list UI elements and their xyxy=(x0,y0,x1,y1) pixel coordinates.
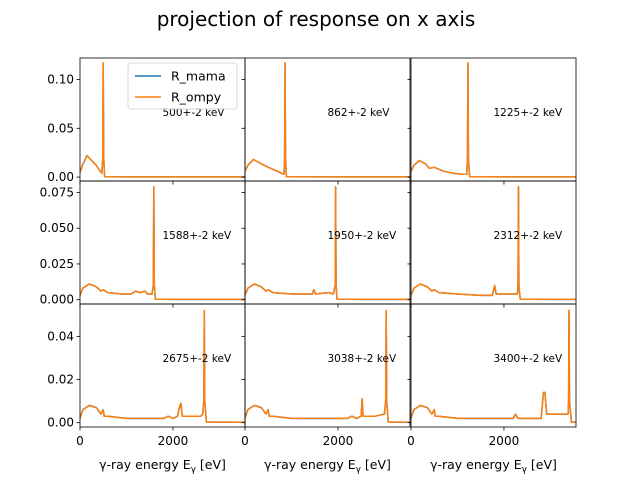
y-tick-label: 0.02 xyxy=(47,373,74,387)
panel-8: 0 2000 3038+-2 keV γ-ray energy Eγ [eV] xyxy=(241,303,411,475)
panel-4: 0.000 0.025 0.050 0.075 1588+-2 keV xyxy=(40,180,246,308)
series-line-r-ompy xyxy=(411,62,576,178)
panel-5: 1950+-2 keV xyxy=(241,180,411,308)
axes-frame xyxy=(244,180,411,305)
series-line-r-mama xyxy=(80,185,245,301)
y-tick-label: 0.000 xyxy=(40,293,74,307)
panel-energy-label: 1588+-2 keV xyxy=(163,230,232,242)
y-tick-label: 0.10 xyxy=(47,72,74,86)
y-tick-label: 0.050 xyxy=(40,221,74,235)
axes-frame xyxy=(244,57,411,182)
panel-energy-label: 1225+-2 keV xyxy=(494,107,563,119)
panel-energy-label: 1950+-2 keV xyxy=(328,230,397,242)
series-line-r-ompy xyxy=(245,309,410,424)
axes-frame xyxy=(79,303,246,428)
axes-frame xyxy=(410,303,577,428)
x-axis-label: γ-ray energy Eγ [eV] xyxy=(264,457,391,475)
series-line-r-mama xyxy=(411,185,576,301)
x-tick-label: 0 xyxy=(241,434,249,448)
series-line-r-mama xyxy=(80,309,245,424)
legend-label: R_mama xyxy=(171,69,226,84)
series-line-r-mama xyxy=(245,185,410,301)
y-tick-label: 0.075 xyxy=(40,185,74,199)
legend: R_mama R_ompy xyxy=(127,62,238,110)
series-line-r-ompy xyxy=(245,62,410,178)
y-tick-label: 0.05 xyxy=(47,121,74,135)
axes-frame xyxy=(79,180,246,305)
figure-title: projection of response on x axis xyxy=(157,7,476,31)
panel-9: 0 2000 3400+-2 keV γ-ray energy Eγ [eV] xyxy=(407,303,577,475)
panel-energy-label: 3038+-2 keV xyxy=(328,353,397,365)
panel-3: 1225+-2 keV xyxy=(407,57,577,185)
panel-energy-label: 862+-2 keV xyxy=(328,107,391,119)
legend-label: R_ompy xyxy=(171,90,222,105)
panel-energy-label: 2675+-2 keV xyxy=(163,353,232,365)
series-line-r-mama xyxy=(411,62,576,178)
y-tick-label: 0.025 xyxy=(40,257,74,271)
series-line-r-mama xyxy=(411,309,576,424)
x-tick-label: 0 xyxy=(76,434,84,448)
series-line-r-ompy xyxy=(80,309,245,424)
panel-energy-label: 2312+-2 keV xyxy=(494,230,563,242)
series-line-r-ompy xyxy=(80,185,245,301)
series-line-r-ompy xyxy=(411,309,576,424)
x-tick-label: 2000 xyxy=(489,434,520,448)
panel-7: 0.00 0.02 0.04 0 2000 2675+-2 keV γ-ray energy… xyxy=(47,303,246,475)
x-tick-label: 2000 xyxy=(323,434,354,448)
series-line-r-ompy xyxy=(411,185,576,301)
axes-frame xyxy=(410,180,577,305)
series-line-r-ompy xyxy=(245,185,410,301)
panel-1: 0.00 0.05 0.10 500+-2 keV xyxy=(47,57,246,185)
series-line-r-mama xyxy=(245,62,410,178)
panel-6: 2312+-2 keV xyxy=(407,180,577,308)
x-tick-label: 2000 xyxy=(158,434,189,448)
x-tick-label: 0 xyxy=(407,434,415,448)
panel-2: 862+-2 keV xyxy=(241,57,411,185)
axes-frame xyxy=(410,57,577,182)
x-axis-label: γ-ray energy Eγ [eV] xyxy=(99,457,226,475)
y-tick-label: 0.04 xyxy=(47,329,74,343)
panel-energy-label: 500+-2 keV xyxy=(163,107,226,119)
panel-grid: 0.00 0.05 0.10 500+-2 keV 862+-2 keV 1225+-2 … xyxy=(40,57,577,475)
series-line-r-ompy xyxy=(80,62,245,178)
x-axis-label: γ-ray energy Eγ [eV] xyxy=(430,457,557,475)
panel-energy-label: 3400+-2 keV xyxy=(494,353,563,365)
y-tick-label: 0.00 xyxy=(47,170,74,184)
y-tick-label: 0.00 xyxy=(47,416,74,430)
axes-frame xyxy=(244,303,411,428)
